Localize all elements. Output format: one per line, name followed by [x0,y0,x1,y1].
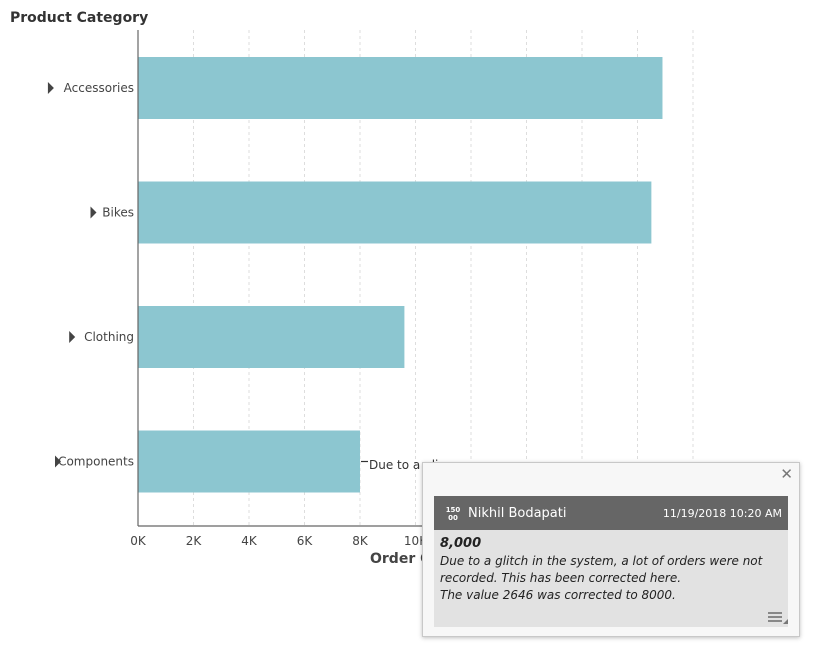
x-tick-label: 0K [130,534,147,548]
close-icon[interactable]: ✕ [780,465,793,483]
annotation-value: 8,000 [440,536,482,551]
y-axis-title: Product Category [10,10,149,26]
x-tick-label: 8K [352,534,369,548]
annotation-line: recorded. This has been corrected here. [440,571,682,585]
resize-handle-icon[interactable] [783,619,788,624]
bar[interactable] [138,181,652,244]
expand-triangle-icon[interactable] [55,455,61,468]
bar[interactable] [138,430,360,493]
annotation-callout-label[interactable]: Due to a gli [369,458,439,472]
x-tick-label: 4K [241,534,258,548]
x-tick-label: 2K [186,534,203,548]
annotation-header: 150 00 Nikhil Bodapati 11/19/2018 10:20 … [434,496,788,530]
annotation-body: 8,000 Due to a glitch in the system, a l… [434,530,788,627]
expand-triangle-icon[interactable] [90,206,97,219]
avatar-text-bottom: 00 [448,514,458,522]
menu-icon[interactable] [768,612,782,622]
annotation-author: Nikhil Bodapati [468,506,567,521]
annotation-line: The value 2646 was corrected to 8000. [440,588,676,602]
annotation-timestamp: 11/19/2018 10:20 AM [662,507,782,520]
category-label: Clothing [84,330,134,344]
x-tick-label: 6K [297,534,314,548]
bar[interactable] [138,306,405,368]
avatar-icon: 150 00 [445,505,461,523]
expand-triangle-icon[interactable] [47,82,54,94]
annotation-line: Due to a glitch in the system, a lot of … [440,554,763,568]
category-label: Bikes [102,206,134,220]
x-axis-title: Order C [370,551,431,567]
bar[interactable] [138,57,663,119]
avatar-text-top: 150 [445,506,461,514]
expand-triangle-icon[interactable] [69,331,76,343]
annotation-popup: ✕ 150 00 Nikhil Bodapati 11/19/2018 10:2… [422,462,800,637]
category-label: Components [58,455,134,469]
category-label: Accessories [64,81,134,95]
